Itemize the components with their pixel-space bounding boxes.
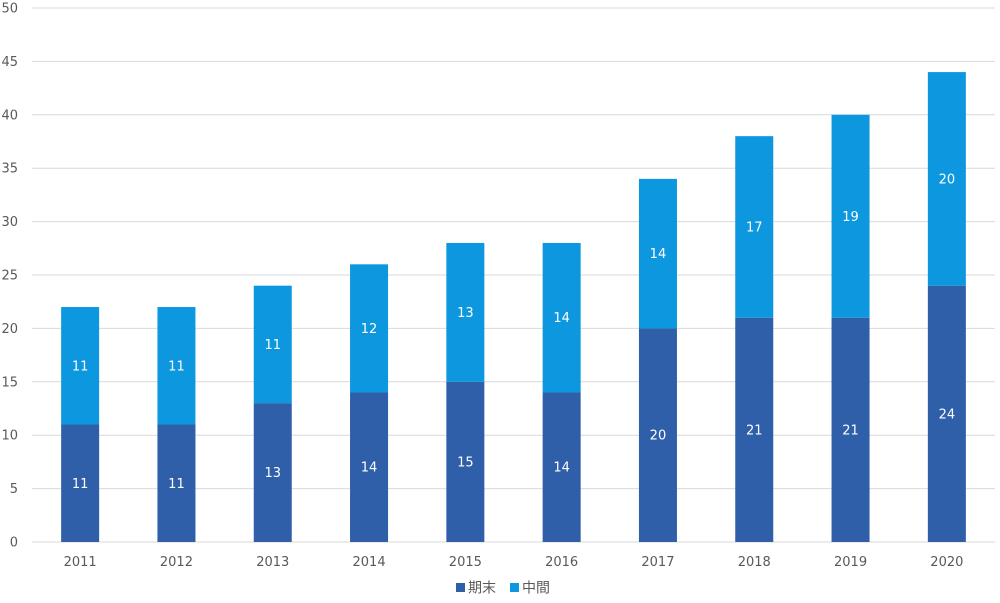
x-tick-label: 2012 — [160, 555, 193, 570]
y-tick-label: 20 — [1, 322, 18, 337]
bar-segment-upper — [831, 114, 870, 318]
bar-segment-upper — [927, 72, 966, 286]
bar-segment-upper — [542, 242, 581, 393]
data-label: 12 — [361, 322, 378, 337]
y-tick-label: 5 — [10, 482, 18, 497]
data-label: 19 — [842, 210, 859, 225]
bar-segment-lower — [542, 392, 581, 542]
y-tick-label: 45 — [1, 55, 18, 70]
y-tick-label: 50 — [1, 2, 18, 17]
bar-segment-upper — [638, 178, 677, 329]
bar-segment-upper — [253, 285, 292, 404]
data-label: 21 — [746, 423, 763, 438]
y-tick-label: 25 — [1, 269, 18, 284]
x-tick-label: 2011 — [64, 555, 97, 570]
data-label: 17 — [746, 220, 763, 235]
x-tick-label: 2015 — [449, 555, 482, 570]
data-label: 21 — [842, 423, 859, 438]
data-label: 14 — [553, 311, 570, 326]
bar-segment-lower — [638, 328, 677, 542]
data-label: 20 — [650, 429, 667, 444]
x-tick-label: 2020 — [930, 555, 963, 570]
bars: 11 11 11 11 13 11 14 12 15 13 14 14 20 14 21 17 21 19 24 20 — [61, 72, 966, 542]
x-tick-label: 2013 — [256, 555, 289, 570]
legend: 期末 中間 — [456, 581, 550, 597]
data-label: 14 — [650, 247, 667, 262]
data-label: 11 — [72, 359, 89, 374]
legend-swatch — [456, 583, 465, 592]
y-tick-label: 35 — [1, 162, 18, 177]
legend-label: 期末 — [468, 581, 496, 597]
bar-segment-upper — [61, 307, 100, 425]
bar-segment-lower — [157, 424, 196, 542]
x-tick-label: 2016 — [545, 555, 578, 570]
data-label: 11 — [72, 477, 89, 492]
x-tick-label: 2017 — [641, 555, 674, 570]
data-label: 20 — [939, 172, 956, 187]
bar-segment-upper — [735, 136, 774, 318]
bar-segment-lower — [446, 381, 485, 542]
y-tick-label: 15 — [1, 375, 18, 390]
legend-swatch — [510, 583, 519, 592]
y-tick-label: 0 — [10, 536, 18, 551]
data-label: 11 — [168, 359, 185, 374]
x-tick-label: 2018 — [738, 555, 771, 570]
y-axis-ticks: 0 5 10 15 20 25 30 35 40 45 50 — [1, 2, 18, 551]
bar-segment-upper — [446, 242, 485, 382]
data-label: 11 — [168, 477, 185, 492]
y-tick-label: 10 — [1, 429, 18, 444]
data-label: 11 — [264, 338, 281, 353]
data-label: 13 — [264, 466, 281, 481]
data-label: 15 — [457, 455, 474, 470]
data-label: 13 — [457, 306, 474, 321]
y-tick-label: 30 — [1, 215, 18, 230]
x-axis-ticks: 2011 2012 2013 2014 2015 2016 2017 2018 2019 2020 — [64, 555, 964, 570]
legend-label: 中間 — [522, 581, 550, 597]
y-tick-label: 40 — [1, 108, 18, 123]
bar-segment-upper — [350, 264, 389, 393]
data-label: 14 — [553, 461, 570, 476]
bar-segment-lower — [253, 403, 292, 542]
data-label: 24 — [939, 407, 956, 422]
x-tick-label: 2014 — [353, 555, 386, 570]
bar-segment-lower — [61, 424, 100, 542]
bar-segment-lower — [735, 317, 774, 542]
data-label: 14 — [361, 461, 378, 476]
bar-segment-lower — [927, 285, 966, 542]
bar-segment-lower — [350, 392, 389, 542]
bar-segment-lower — [831, 317, 870, 542]
bar-segment-upper — [157, 307, 196, 425]
x-tick-label: 2019 — [834, 555, 867, 570]
